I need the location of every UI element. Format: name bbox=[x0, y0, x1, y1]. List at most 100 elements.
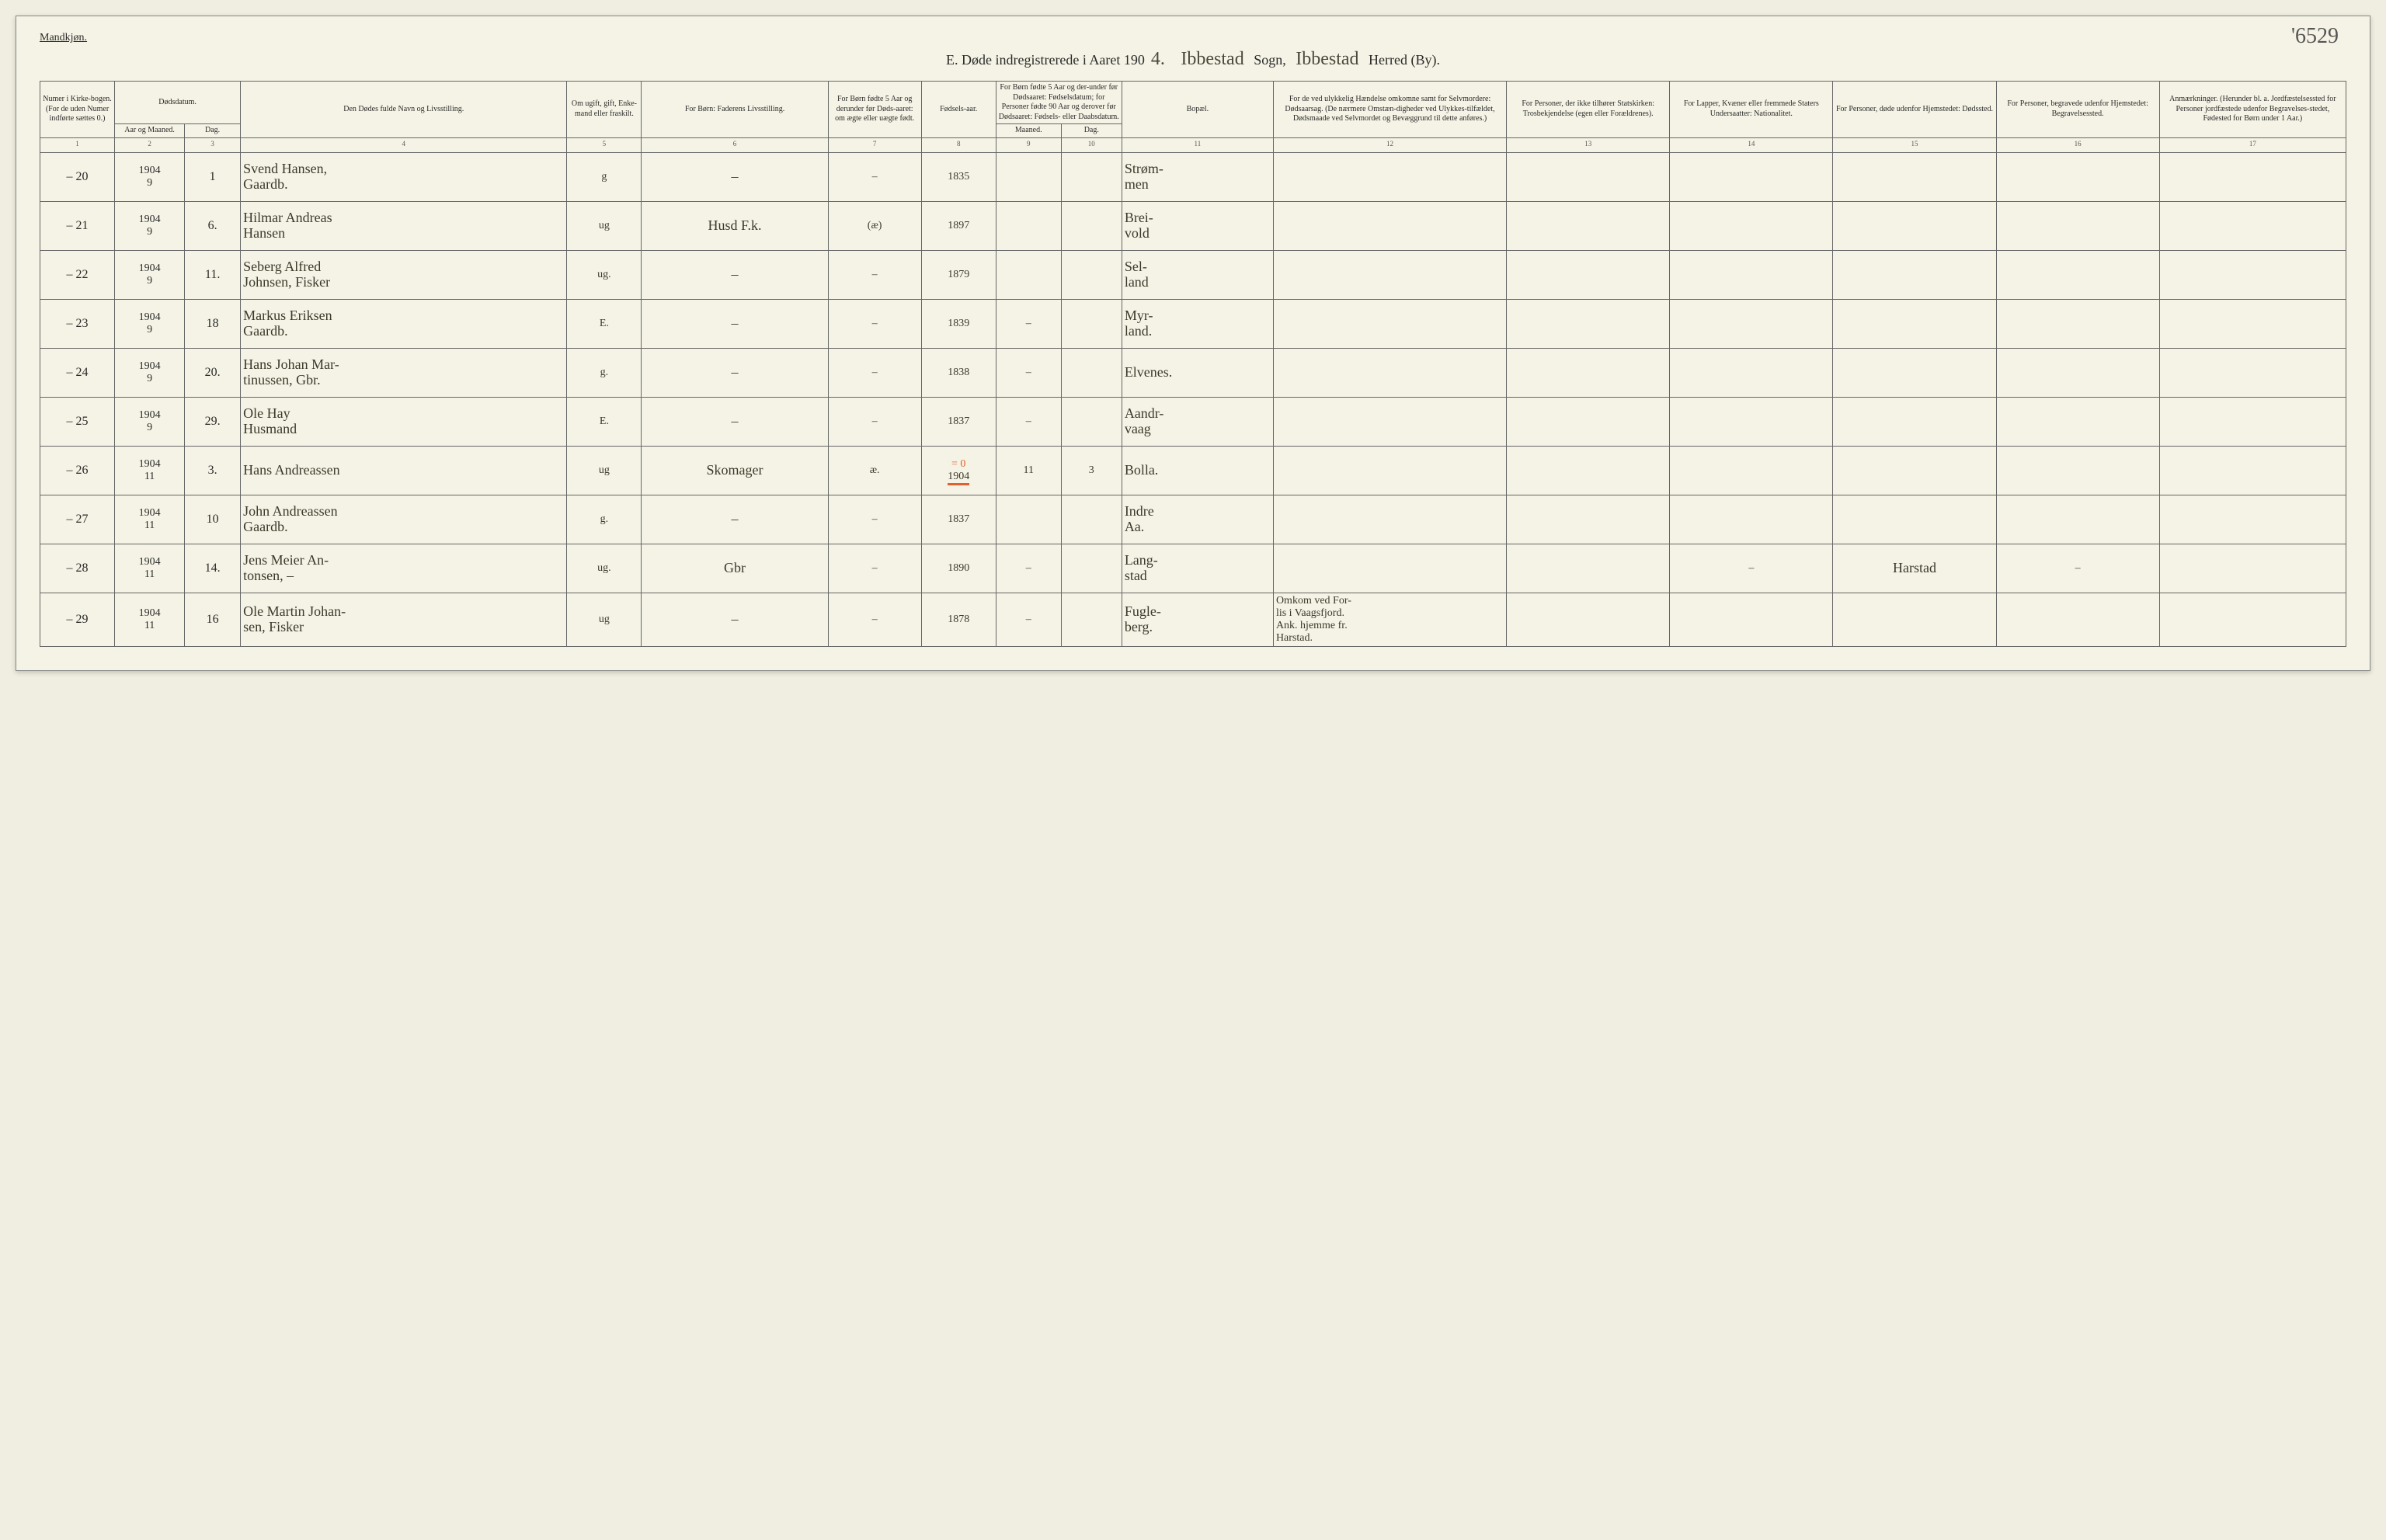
confession bbox=[1507, 299, 1670, 348]
remarks bbox=[2159, 495, 2346, 544]
residence: Brei-vold bbox=[1122, 201, 1273, 250]
burial-place bbox=[1996, 397, 2159, 446]
table-row: – 251904929.Ole HayHusmandE.––1837–Aandr… bbox=[40, 397, 2346, 446]
cause-of-death bbox=[1273, 544, 1506, 593]
birth-day bbox=[1061, 299, 1122, 348]
table-row: – 261904113.Hans AndreassenugSkomageræ.=… bbox=[40, 446, 2346, 495]
death-place bbox=[1833, 446, 1996, 495]
colnum: 9 bbox=[996, 137, 1061, 152]
col-header: For Børn fødte 5 Aar og der-under før Dø… bbox=[996, 82, 1122, 124]
death-year-month: 19049 bbox=[115, 201, 185, 250]
birth-year: 1839 bbox=[921, 299, 996, 348]
deceased-name: Ole HayHusmand bbox=[241, 397, 567, 446]
table-row: – 231904918Markus EriksenGaardb.E.––1839… bbox=[40, 299, 2346, 348]
col-subheader: Dag. bbox=[1061, 124, 1122, 138]
table-row: – 241904920.Hans Johan Mar-tinussen, Gbr… bbox=[40, 348, 2346, 397]
birth-year: 1835 bbox=[921, 152, 996, 201]
colnum: 4 bbox=[241, 137, 567, 152]
colnum: 16 bbox=[1996, 137, 2159, 152]
red-annotation: = 0 bbox=[924, 458, 993, 471]
entry-number: – 24 bbox=[40, 348, 115, 397]
death-day: 1 bbox=[185, 152, 241, 201]
residence: Sel-land bbox=[1122, 250, 1273, 299]
legitimacy: – bbox=[828, 593, 921, 646]
table-row: – 2819041114.Jens Meier An-tonsen, –ug.G… bbox=[40, 544, 2346, 593]
residence: IndreAa. bbox=[1122, 495, 1273, 544]
birth-month: – bbox=[996, 397, 1061, 446]
cause-of-death bbox=[1273, 250, 1506, 299]
col-subheader: Dag. bbox=[185, 124, 241, 138]
birth-day bbox=[1061, 348, 1122, 397]
table-body: 1 2 3 4 5 6 7 8 9 10 11 12 13 14 15 16 1… bbox=[40, 137, 2346, 646]
birth-day bbox=[1061, 397, 1122, 446]
birth-day bbox=[1061, 152, 1122, 201]
entry-number: – 25 bbox=[40, 397, 115, 446]
father-occupation: – bbox=[642, 348, 828, 397]
residence: Elvenes. bbox=[1122, 348, 1273, 397]
deceased-name: Hans Johan Mar-tinussen, Gbr. bbox=[241, 348, 567, 397]
nationality bbox=[1670, 250, 1833, 299]
confession bbox=[1507, 446, 1670, 495]
colnum: 10 bbox=[1061, 137, 1122, 152]
legitimacy: (æ) bbox=[828, 201, 921, 250]
death-year-month: 19049 bbox=[115, 152, 185, 201]
residence: Fugle-berg. bbox=[1122, 593, 1273, 646]
birth-year: 1897 bbox=[921, 201, 996, 250]
birth-day bbox=[1061, 201, 1122, 250]
colnum: 12 bbox=[1273, 137, 1506, 152]
nationality bbox=[1670, 495, 1833, 544]
colnum: 3 bbox=[185, 137, 241, 152]
death-year-month: 19049 bbox=[115, 397, 185, 446]
table-row: – 20190491Svend Hansen,Gaardb.g––1835Str… bbox=[40, 152, 2346, 201]
legitimacy: æ. bbox=[828, 446, 921, 495]
herred-hand: Ibbestad bbox=[1289, 49, 1365, 69]
confession bbox=[1507, 544, 1670, 593]
entry-number: – 29 bbox=[40, 593, 115, 646]
nationality bbox=[1670, 348, 1833, 397]
birth-year: 1878 bbox=[921, 593, 996, 646]
col-header: Dødsdatum. bbox=[115, 82, 241, 124]
nationality bbox=[1670, 299, 1833, 348]
death-place bbox=[1833, 495, 1996, 544]
title-line: E. Døde indregistrerede i Aaret 1904. Ib… bbox=[40, 49, 2346, 70]
remarks bbox=[2159, 348, 2346, 397]
death-place bbox=[1833, 250, 1996, 299]
birth-month bbox=[996, 495, 1061, 544]
col-subheader: Aar og Maaned. bbox=[115, 124, 185, 138]
birth-day bbox=[1061, 495, 1122, 544]
colnum: 13 bbox=[1507, 137, 1670, 152]
birth-month: – bbox=[996, 593, 1061, 646]
death-place bbox=[1833, 201, 1996, 250]
birth-year: 1890 bbox=[921, 544, 996, 593]
colnum: 17 bbox=[2159, 137, 2346, 152]
col-header: Om ugift, gift, Enke-mand eller fraskilt… bbox=[567, 82, 642, 138]
remarks bbox=[2159, 397, 2346, 446]
burial-place bbox=[1996, 201, 2159, 250]
father-occupation: – bbox=[642, 495, 828, 544]
burial-place bbox=[1996, 299, 2159, 348]
legitimacy: – bbox=[828, 152, 921, 201]
title-year-hand: 4. bbox=[1145, 49, 1171, 69]
legitimacy: – bbox=[828, 397, 921, 446]
nationality bbox=[1670, 397, 1833, 446]
birth-year: 1838 bbox=[921, 348, 996, 397]
cause-of-death bbox=[1273, 446, 1506, 495]
death-day: 3. bbox=[185, 446, 241, 495]
remarks bbox=[2159, 152, 2346, 201]
col-header: Bopæl. bbox=[1122, 82, 1273, 138]
sogn-hand: Ibbestad bbox=[1174, 49, 1250, 69]
marital-status: E. bbox=[567, 299, 642, 348]
death-year-month: 19049 bbox=[115, 250, 185, 299]
herred-label: Herred (By). bbox=[1369, 52, 1440, 68]
burial-place: – bbox=[1996, 544, 2159, 593]
colnum: 2 bbox=[115, 137, 185, 152]
confession bbox=[1507, 250, 1670, 299]
deceased-name: Seberg AlfredJohnsen, Fisker bbox=[241, 250, 567, 299]
father-occupation: – bbox=[642, 397, 828, 446]
confession bbox=[1507, 201, 1670, 250]
entry-number: – 27 bbox=[40, 495, 115, 544]
father-occupation: – bbox=[642, 593, 828, 646]
confession bbox=[1507, 495, 1670, 544]
page-number-hand: '6529 bbox=[2291, 24, 2339, 49]
entry-number: – 21 bbox=[40, 201, 115, 250]
